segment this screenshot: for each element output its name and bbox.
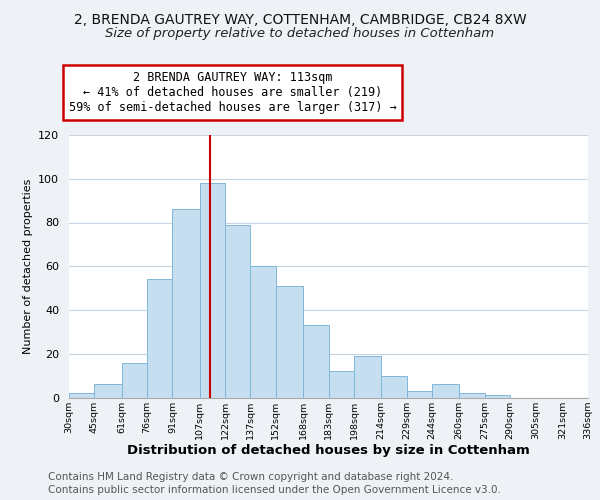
Text: Contains public sector information licensed under the Open Government Licence v3: Contains public sector information licen… xyxy=(48,485,501,495)
Bar xyxy=(432,384,459,398)
Y-axis label: Number of detached properties: Number of detached properties xyxy=(23,178,32,354)
Bar xyxy=(303,326,329,398)
Bar xyxy=(122,362,147,398)
Bar xyxy=(459,393,485,398)
Bar xyxy=(276,286,303,398)
Bar xyxy=(172,210,200,398)
Bar xyxy=(225,224,250,398)
Bar xyxy=(485,396,510,398)
Bar xyxy=(329,371,354,398)
Text: Contains HM Land Registry data © Crown copyright and database right 2024.: Contains HM Land Registry data © Crown c… xyxy=(48,472,454,482)
Bar xyxy=(200,183,225,398)
Bar xyxy=(69,393,94,398)
Bar xyxy=(407,391,432,398)
Bar xyxy=(250,266,276,398)
Text: 2, BRENDA GAUTREY WAY, COTTENHAM, CAMBRIDGE, CB24 8XW: 2, BRENDA GAUTREY WAY, COTTENHAM, CAMBRI… xyxy=(74,12,526,26)
Text: Size of property relative to detached houses in Cottenham: Size of property relative to detached ho… xyxy=(106,28,494,40)
Bar xyxy=(354,356,381,398)
Text: 2 BRENDA GAUTREY WAY: 113sqm
← 41% of detached houses are smaller (219)
59% of s: 2 BRENDA GAUTREY WAY: 113sqm ← 41% of de… xyxy=(68,71,397,114)
Bar xyxy=(381,376,407,398)
Bar xyxy=(147,280,172,398)
Bar xyxy=(94,384,122,398)
X-axis label: Distribution of detached houses by size in Cottenham: Distribution of detached houses by size … xyxy=(127,444,530,458)
